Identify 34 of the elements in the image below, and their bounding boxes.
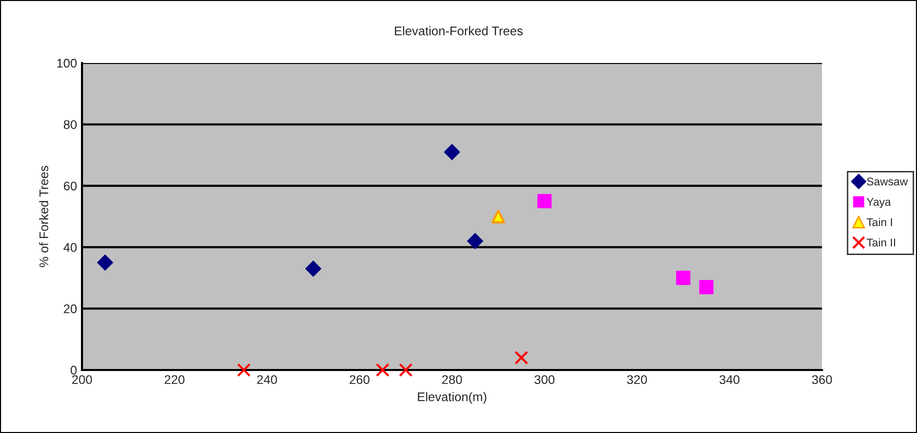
point — [237, 363, 251, 377]
point — [537, 194, 552, 208]
legend-label: Tain I — [866, 218, 892, 226]
y-tick-label: 80 — [64, 120, 77, 130]
point — [398, 363, 413, 377]
point — [699, 280, 714, 294]
x-tick-label: 280 — [442, 375, 462, 384]
x-tick-label: 340 — [720, 375, 740, 384]
x-tick-label: 240 — [257, 375, 277, 384]
point — [514, 350, 528, 365]
point — [97, 254, 114, 271]
legend-label: Sawsaw — [866, 178, 908, 186]
point — [376, 363, 390, 377]
y-tick-label: 40 — [64, 243, 77, 252]
x-tick-label: 360 — [812, 375, 832, 384]
point — [467, 233, 484, 250]
legend-label: Tain II — [866, 238, 896, 247]
x-tick-label: 300 — [534, 375, 554, 384]
x-tick-label: 260 — [350, 375, 370, 384]
point — [305, 260, 322, 277]
x-tick-label: 200 — [72, 375, 92, 384]
y-tick-label: 100 — [57, 58, 77, 68]
point — [444, 144, 460, 160]
point — [491, 210, 506, 224]
chart-title: Elevation-Forked Trees — [394, 26, 523, 36]
y-tick-label: 20 — [64, 304, 77, 314]
y-axis-title: % of Forked Trees — [39, 166, 48, 268]
y-tick-label: 60 — [64, 182, 77, 190]
point — [676, 270, 690, 286]
x-tick-label: 220 — [164, 375, 184, 384]
legend-label: Yaya — [866, 198, 891, 208]
y-tick-label: 0 — [70, 366, 77, 375]
x-tick-label: 320 — [627, 375, 647, 384]
x-axis-title: Elevation(m) — [418, 392, 486, 404]
